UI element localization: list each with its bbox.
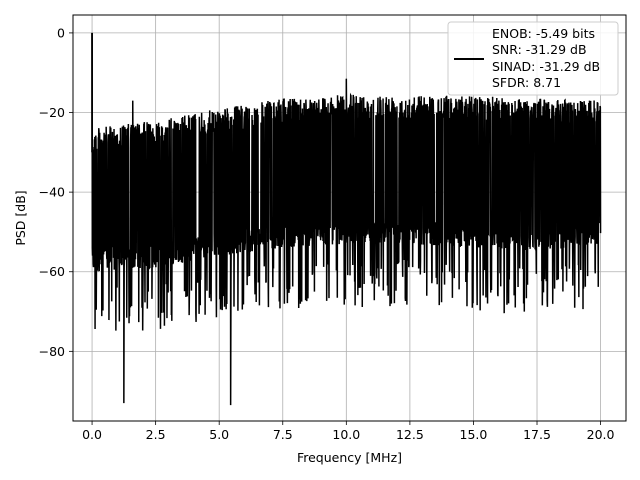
legend-box [447,21,619,96]
x-tick-label: 20.0 [587,427,615,442]
y-tick-label: 0 [57,25,65,40]
y-tick-label: −60 [39,264,65,279]
x-tick-label: 10.0 [332,427,360,442]
x-tick-label: 0.0 [82,427,102,442]
legend-line-sfdr: SFDR: 8.71 [492,75,561,90]
y-tick-label: −20 [39,105,65,120]
data-series [91,32,602,406]
psd-series-line [91,32,602,406]
y-tick-label: −80 [39,344,65,359]
y-axis-title: PSD [dB] [13,190,28,245]
x-tick-label: 15.0 [460,427,488,442]
y-tick-label: −40 [39,185,65,200]
legend-line-sinad: SINAD: -31.29 dB [492,59,600,74]
x-tick-label: 7.5 [273,427,293,442]
x-tick-label: 2.5 [146,427,166,442]
x-tick-label: 5.0 [209,427,229,442]
legend-line-enob: ENOB: -5.49 bits [492,26,595,41]
x-axis-title: Frequency [MHz] [297,450,402,465]
x-tick-label: 12.5 [396,427,424,442]
legend-line-snr: SNR: -31.29 dB [492,42,587,57]
axes-frame [72,14,627,422]
x-tick-label: 17.5 [523,427,551,442]
ticks: 0.0 2.5 5.0 7.5 10.0 12.5 15.0 17.5 20.0 0 −20 −40 −… [39,25,615,442]
legend: ENOB: -5.49 bits SNR: -31.29 dB SINAD: -… [447,21,619,96]
